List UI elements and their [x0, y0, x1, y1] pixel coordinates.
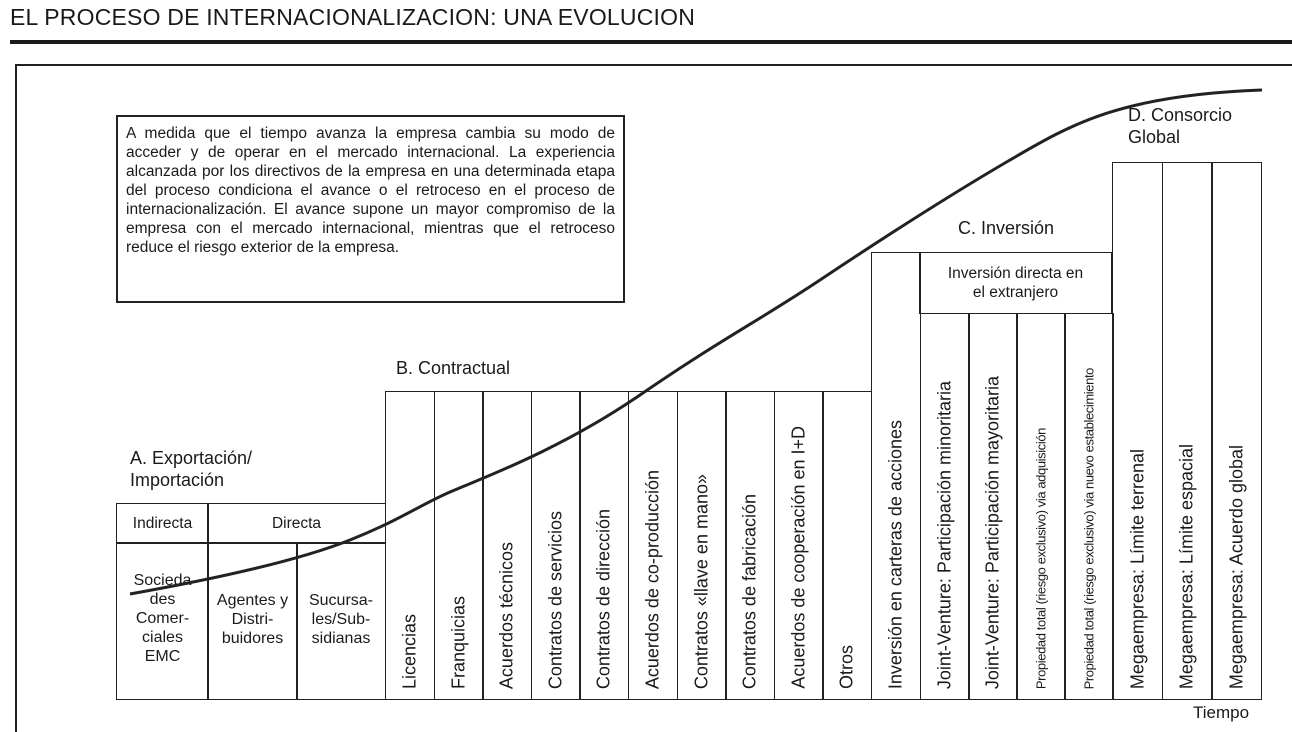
group-indirecta: Indirecta [116, 503, 209, 544]
frame-left-line [15, 64, 17, 732]
column: Megaempresa: Acuerdo global [1211, 162, 1262, 700]
cell-sucursales: Sucursa- les/Sub- sidianas [296, 542, 386, 700]
cell-sociedades: Socieda des Comer- ciales EMC [116, 542, 209, 700]
cell-text: Socieda des Comer- ciales EMC [133, 572, 192, 665]
column: Megaempresa: Límite espacial [1161, 162, 1213, 700]
column: Propiedad total (riesgo exclusivo) via n… [1064, 313, 1114, 700]
column: Megaempresa: Límite terrenal [1112, 162, 1163, 700]
stage-d-label: D. Consorcio Global [1128, 105, 1233, 147]
stage-c-label: C. Inversión [958, 218, 1055, 238]
column: Propiedad total (riesgo exclusivo) via a… [1016, 313, 1066, 700]
cell-text: Agentes y Distri- buidores [216, 592, 289, 647]
group-text: Inversión directa en el extranjero [947, 265, 1084, 301]
cell-text: Sucursa- les/Sub- sidianas [308, 592, 374, 647]
curve-path [129, 88, 1263, 596]
frame-top-line [15, 64, 1292, 66]
page-title: EL PROCESO DE INTERNACIONALIZACION: UNA … [10, 4, 696, 30]
column: Joint-Venture: Participación mayoritaria [968, 313, 1018, 700]
cell-agentes: Agentes y Distri- buidores [207, 542, 298, 700]
axis-label-tiempo: Tiempo [1193, 703, 1250, 722]
title-rule [10, 40, 1292, 44]
explanation-box: A medida que el tiempo avanza la empresa… [116, 115, 625, 303]
stage-b-label: B. Contractual [396, 358, 511, 378]
group-inversion-directa: Inversión directa en el extranjero [919, 252, 1112, 314]
column: Joint-Venture: Participación minoritaria [920, 313, 970, 700]
stage-a-label: A. Exportación/ Importación [130, 448, 253, 490]
